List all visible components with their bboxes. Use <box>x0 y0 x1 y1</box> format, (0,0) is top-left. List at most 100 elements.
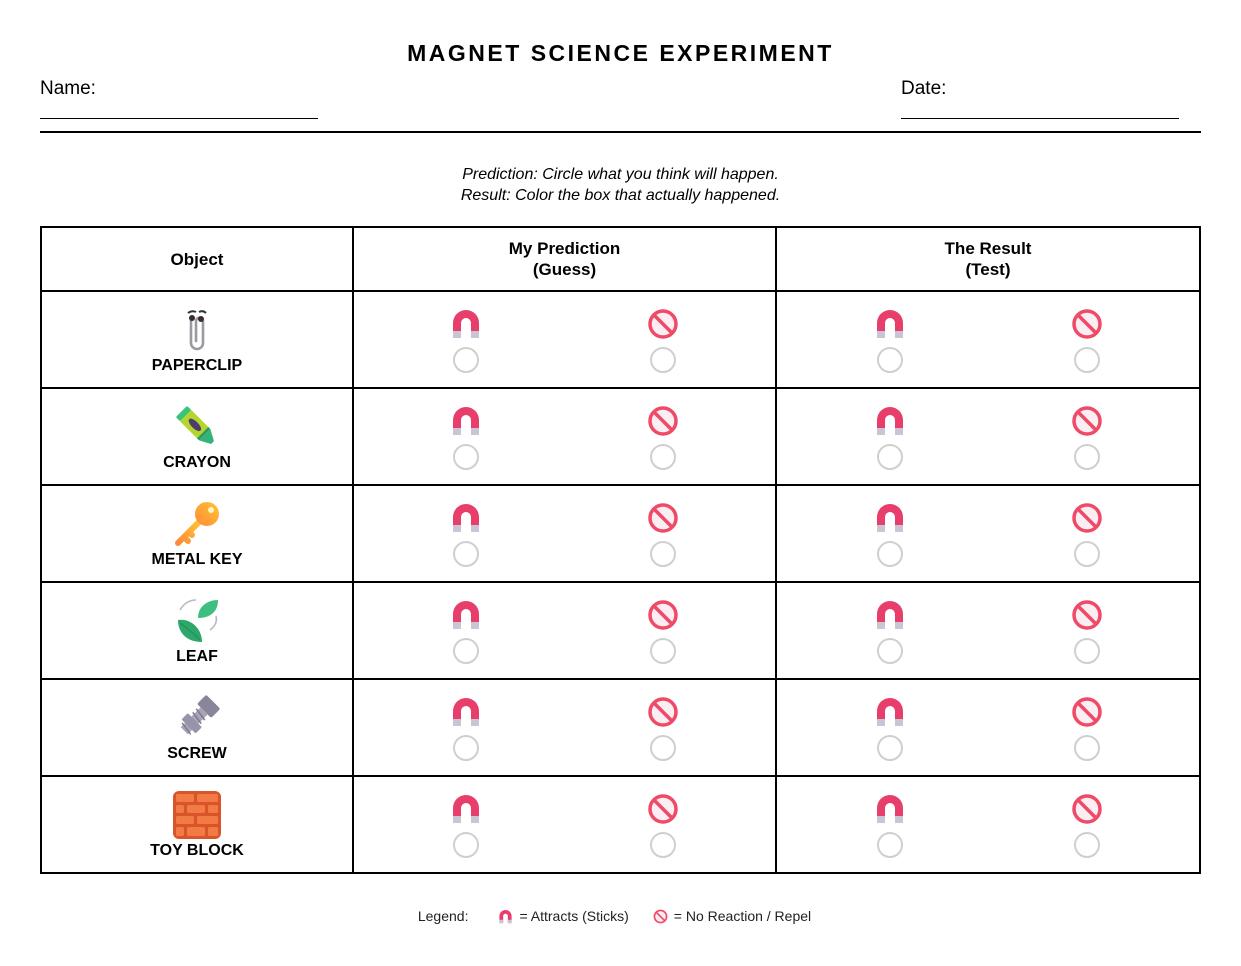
result-no-reaction-circle[interactable] <box>1073 540 1100 567</box>
result-attracts-circle[interactable] <box>876 540 903 567</box>
header-divider <box>40 131 1201 133</box>
prediction-choices <box>354 695 775 761</box>
column-header-object: Object <box>40 226 354 292</box>
magnet-icon <box>449 792 483 826</box>
name-write-line[interactable] <box>40 118 318 119</box>
table-row: CRAYON <box>40 387 1201 486</box>
leaf-icon <box>172 596 222 646</box>
magnet-icon <box>449 695 483 729</box>
magnet-icon <box>873 695 907 729</box>
experiment-table: Object My Prediction (Guess) The Result … <box>40 226 1201 874</box>
page-title: MAGNET SCIENCE EXPERIMENT <box>407 40 834 66</box>
prediction-choices <box>354 598 775 664</box>
legend-label: Legend: <box>417 908 469 924</box>
result-choices <box>777 598 1199 664</box>
object-label: PAPERCLIP <box>151 356 243 374</box>
magnet-icon <box>873 307 907 341</box>
prediction-no-reaction-circle[interactable] <box>649 540 676 567</box>
magnet-icon <box>449 307 483 341</box>
magnet-icon <box>449 404 483 438</box>
result-choices <box>777 501 1199 567</box>
prohibited-icon <box>1070 598 1104 632</box>
result-no-reaction-circle[interactable] <box>1073 443 1100 470</box>
result-attracts-circle[interactable] <box>876 637 903 664</box>
table-row: PAPERCLIP <box>40 290 1201 389</box>
prediction-attracts-circle[interactable] <box>453 346 480 373</box>
result-choices <box>777 404 1199 470</box>
table-row: SCREW <box>40 678 1201 777</box>
prohibited-icon <box>1070 695 1104 729</box>
paperclip-icon <box>172 305 222 355</box>
prediction-no-reaction-circle[interactable] <box>649 831 676 858</box>
prohibited-icon <box>1070 792 1104 826</box>
result-attracts-circle[interactable] <box>876 831 903 858</box>
object-label: METAL KEY <box>151 550 243 568</box>
prediction-attracts-circle[interactable] <box>453 637 480 664</box>
legend-no-reaction: = No Reaction / Repel <box>653 908 811 924</box>
magnet-icon <box>873 501 907 535</box>
result-no-reaction-circle[interactable] <box>1073 734 1100 761</box>
prohibited-icon <box>646 792 680 826</box>
table-row: METAL KEY <box>40 484 1201 583</box>
crayon-icon <box>172 402 222 452</box>
result-attracts-circle[interactable] <box>876 443 903 470</box>
prediction-choices <box>354 501 775 567</box>
prediction-no-reaction-circle[interactable] <box>649 637 676 664</box>
key-icon <box>172 499 222 549</box>
magnet-icon <box>873 598 907 632</box>
object-label: LEAF <box>176 647 218 665</box>
object-label: SCREW <box>167 744 227 762</box>
result-no-reaction-circle[interactable] <box>1073 346 1100 373</box>
magnet-icon <box>449 501 483 535</box>
prediction-choices <box>354 404 775 470</box>
date-write-line[interactable] <box>901 118 1179 119</box>
legend-attracts: = Attracts (Sticks) <box>498 908 629 924</box>
prediction-no-reaction-circle[interactable] <box>649 346 676 373</box>
prohibited-icon <box>646 404 680 438</box>
prediction-no-reaction-circle[interactable] <box>649 443 676 470</box>
instruction-prediction: Prediction: Circle what you think will h… <box>462 166 779 183</box>
prediction-attracts-circle[interactable] <box>453 443 480 470</box>
instructions: Prediction: Circle what you think will h… <box>0 164 1241 206</box>
legend: Legend: = Attracts (Sticks) = No Reactio… <box>0 908 1241 924</box>
name-label: Name: <box>40 78 96 99</box>
magnet-icon <box>449 598 483 632</box>
prohibited-icon <box>1070 404 1104 438</box>
prediction-attracts-circle[interactable] <box>453 831 480 858</box>
prohibited-icon <box>646 501 680 535</box>
brick-icon <box>172 790 222 840</box>
magnet-icon <box>873 404 907 438</box>
prohibited-icon <box>653 909 668 924</box>
result-choices <box>777 695 1199 761</box>
table-row: LEAF <box>40 581 1201 680</box>
column-header-result: The Result (Test) <box>775 226 1201 292</box>
result-choices <box>777 307 1199 373</box>
prediction-choices <box>354 792 775 858</box>
prediction-attracts-circle[interactable] <box>453 734 480 761</box>
prediction-choices <box>354 307 775 373</box>
prohibited-icon <box>646 307 680 341</box>
column-header-prediction: My Prediction (Guess) <box>352 226 777 292</box>
prohibited-icon <box>1070 307 1104 341</box>
result-no-reaction-circle[interactable] <box>1073 637 1100 664</box>
screw-icon <box>172 693 222 743</box>
magnet-icon <box>873 792 907 826</box>
table-row: TOY BLOCK <box>40 775 1201 874</box>
result-attracts-circle[interactable] <box>876 734 903 761</box>
result-choices <box>777 792 1199 858</box>
date-label: Date: <box>901 78 947 99</box>
prohibited-icon <box>1070 501 1104 535</box>
instruction-result: Result: Color the box that actually happ… <box>460 187 781 204</box>
prohibited-icon <box>646 598 680 632</box>
magnet-icon <box>498 909 513 924</box>
name-field[interactable]: Name: <box>40 78 318 119</box>
prediction-no-reaction-circle[interactable] <box>649 734 676 761</box>
prediction-attracts-circle[interactable] <box>453 540 480 567</box>
prohibited-icon <box>646 695 680 729</box>
object-label: TOY BLOCK <box>150 841 244 859</box>
result-no-reaction-circle[interactable] <box>1073 831 1100 858</box>
table-header-row: Object My Prediction (Guess) The Result … <box>40 226 1201 292</box>
object-label: CRAYON <box>163 453 231 471</box>
date-field[interactable]: Date: <box>901 78 1179 119</box>
result-attracts-circle[interactable] <box>876 346 903 373</box>
